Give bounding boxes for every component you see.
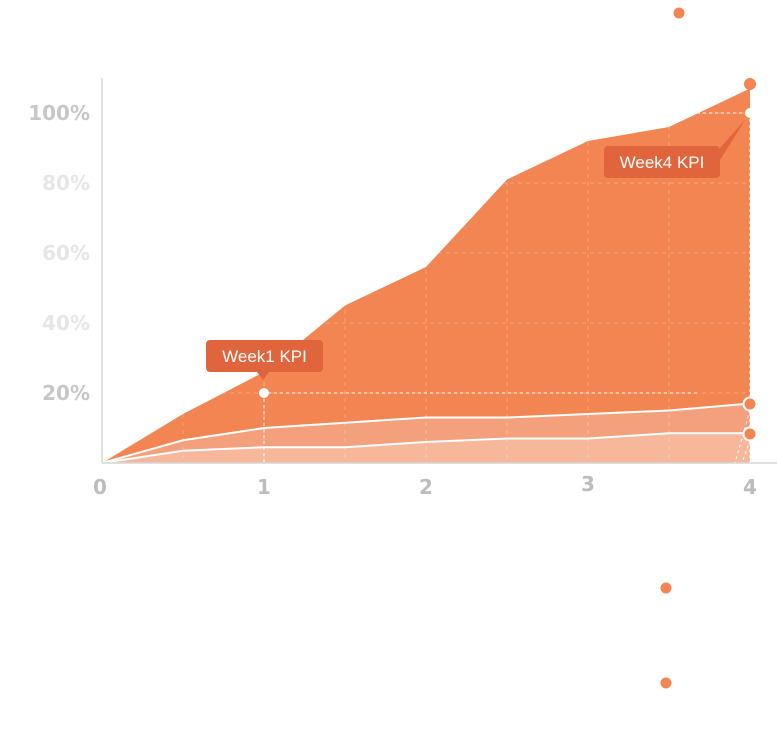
- y-tick-labels: 100% 80% 60% 40% 20%: [28, 101, 90, 405]
- annotation-pointer: [720, 120, 745, 160]
- x-tick-label: 0: [93, 475, 107, 499]
- x-tick-label: 2: [419, 475, 433, 499]
- x-tick-label: 4: [743, 475, 757, 499]
- series-end-marker: [744, 78, 756, 90]
- annotation-box: [604, 146, 720, 178]
- y-tick-label: 100%: [28, 101, 90, 125]
- decorative-dot: [660, 677, 672, 689]
- x-tick-labels: 0 1 2 3 4: [93, 472, 757, 499]
- y-tick-label: 40%: [42, 311, 90, 335]
- annotation-pointer: [257, 372, 269, 380]
- area-series: [102, 78, 750, 463]
- series-line-inner: [101, 432, 750, 464]
- leader-line: [741, 439, 751, 464]
- annotation-point: [745, 108, 755, 118]
- y-tick-label: 60%: [42, 241, 90, 265]
- y-tick-label: 20%: [42, 381, 90, 405]
- axes: [101, 78, 777, 464]
- decorative-markers: [660, 7, 758, 689]
- area-series-outer: [102, 88, 750, 463]
- series-line-middle: [101, 402, 751, 464]
- x-tick-label: 3: [581, 472, 595, 496]
- annotations: Week1 KPI Week4 KPI: [206, 108, 755, 463]
- series-lines: [101, 402, 751, 464]
- decorative-dot: [660, 582, 672, 594]
- decorative-dot: [673, 7, 685, 19]
- annotation-label: Week4 KPI: [620, 153, 705, 172]
- series-end-marker: [742, 426, 758, 442]
- annotation-label: Week1 KPI: [222, 347, 307, 366]
- series-end-marker: [742, 396, 758, 412]
- x-tick-label: 1: [257, 475, 271, 499]
- annotation-box: [206, 340, 323, 372]
- annotation-point: [259, 388, 269, 398]
- y-tick-label: 80%: [42, 171, 90, 195]
